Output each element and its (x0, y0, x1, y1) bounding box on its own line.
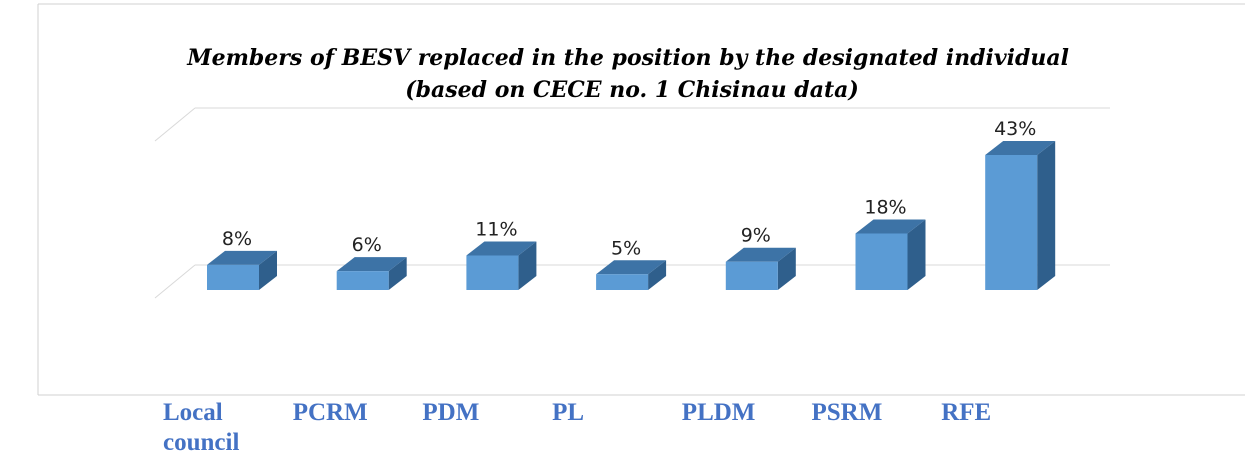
bar-front (596, 274, 649, 290)
bar (466, 241, 537, 290)
data-label: 11% (475, 218, 517, 240)
bar-side (777, 247, 796, 290)
bar-side (648, 260, 667, 290)
grid-line (154, 264, 196, 299)
bar-top (466, 241, 537, 256)
x-tick-label: PCRM (292, 399, 368, 426)
data-label: 9% (741, 225, 771, 247)
grid-line (154, 107, 196, 142)
bar-front (466, 255, 519, 290)
bar (855, 219, 926, 290)
bar-front (985, 154, 1038, 290)
title-line: (based on CECE no. 1 Chisinau data) (405, 77, 859, 103)
bar-side (907, 219, 926, 290)
bar-front (336, 271, 389, 290)
x-tick-label: RFE (941, 399, 992, 426)
bar-side (259, 250, 277, 290)
bar-front (725, 261, 778, 290)
bar-top (596, 260, 667, 275)
data-label: 8% (222, 228, 252, 250)
bar-front (207, 264, 259, 290)
chart-title: Members of BESV replaced in the position… (186, 45, 1076, 103)
x-tick-label: PLDM (681, 399, 756, 426)
data-label: 18% (864, 196, 906, 218)
bar-side (1037, 140, 1056, 290)
bar (207, 250, 277, 290)
x-tick-label: Local council (163, 399, 240, 456)
title-line: Members of BESV replaced in the position… (186, 45, 1069, 71)
bar-front (855, 233, 908, 290)
bar-top (725, 247, 796, 262)
x-tick-label: PDM (422, 399, 480, 426)
bar-side (518, 241, 537, 290)
bar (596, 260, 667, 290)
data-label: 43% (994, 118, 1036, 140)
data-label: 6% (352, 234, 382, 256)
bar-top (985, 140, 1056, 155)
bar (336, 257, 407, 290)
bar (985, 140, 1056, 290)
bar-top (336, 257, 407, 272)
x-tick-label: PSRM (811, 399, 883, 426)
bar-top (855, 219, 926, 234)
bar-top (207, 250, 277, 265)
data-label: 5% (611, 237, 641, 259)
x-tick-label: PL (552, 399, 585, 426)
bar-side (388, 257, 407, 290)
bar (725, 247, 796, 290)
